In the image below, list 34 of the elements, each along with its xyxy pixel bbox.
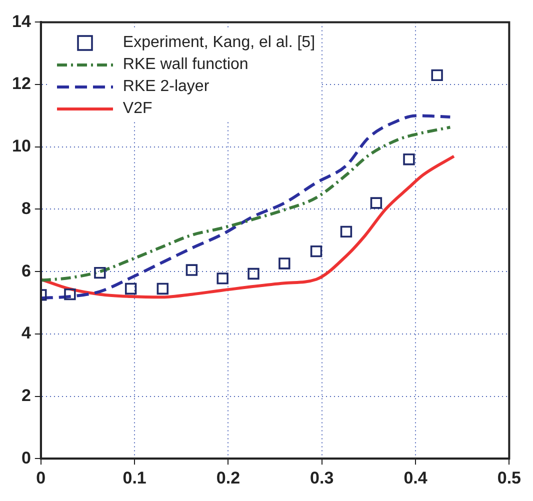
point	[403, 154, 415, 166]
point	[431, 69, 443, 82]
point	[156, 282, 169, 295]
point	[340, 226, 352, 238]
line-series	[40, 154, 456, 299]
point	[310, 245, 322, 258]
legend-label: Experiment, Kang, el al. [5]	[122, 33, 316, 54]
x-tick-label: 0.3	[310, 468, 334, 488]
x-tick-label: 0.4	[404, 468, 428, 488]
x-tick-label: 0.1	[122, 468, 146, 488]
x-tick-label: 0.2	[216, 468, 240, 488]
line-series	[40, 126, 452, 282]
y-tick-label: 0	[21, 448, 31, 468]
y-tick-label: 4	[21, 324, 32, 343]
y-tick-label: 6	[21, 261, 31, 280]
x-tick-label: 0	[36, 468, 46, 488]
y-tick-label: 14	[12, 12, 32, 31]
point	[248, 268, 260, 280]
legend-label: V2F	[122, 99, 152, 120]
point	[186, 264, 198, 276]
legend-label: RKE wall function	[122, 55, 248, 76]
point	[278, 258, 290, 270]
point	[124, 282, 137, 295]
x-tick-label: 0.5	[497, 468, 522, 488]
line-series	[40, 114, 452, 300]
legend-label: RKE 2-layer	[122, 77, 210, 98]
y-tick-label: 10	[12, 136, 31, 156]
y-tick-label: 12	[12, 74, 31, 94]
point	[370, 197, 382, 209]
y-tick-label: 8	[21, 198, 31, 218]
point	[216, 272, 228, 284]
point	[94, 266, 106, 279]
point	[64, 288, 76, 300]
y-tick-label: 2	[21, 386, 31, 405]
